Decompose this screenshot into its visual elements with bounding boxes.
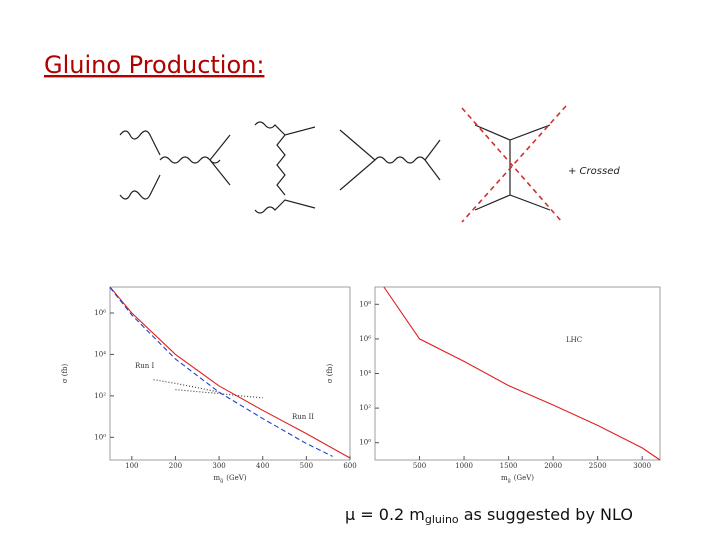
- cross-line: [461, 107, 563, 223]
- diagram-3: [339, 129, 441, 191]
- slide-title: Gluino Production:: [44, 51, 264, 79]
- series-line: [153, 379, 220, 393]
- diagram-2: [254, 121, 316, 214]
- crossed-out: [461, 105, 567, 223]
- y-tick-label: 10⁶: [359, 335, 371, 343]
- x-tick-label: 2000: [544, 462, 562, 470]
- y-tick-label: 10²: [94, 392, 106, 400]
- x-tick-label: 600: [343, 462, 356, 470]
- x-axis-label: mg̃ (GeV): [213, 474, 246, 484]
- series-line: [383, 286, 661, 461]
- y-axis-label: σ (fb): [326, 363, 334, 383]
- x-tick-label: 1000: [455, 462, 473, 470]
- annotation: LHC: [566, 336, 582, 344]
- x-tick-label: 100: [125, 462, 138, 470]
- x-label-unit: (GeV): [226, 474, 247, 482]
- x-tick-label: 3000: [633, 462, 651, 470]
- y-tick-label: 10⁸: [359, 300, 371, 308]
- x-label-main: m: [213, 474, 220, 482]
- caption-sub: gluino: [425, 513, 459, 526]
- x-label-sub: g̃: [220, 478, 224, 484]
- series-line: [109, 287, 333, 457]
- x-tick-label: 2500: [589, 462, 607, 470]
- plot-frame: [109, 286, 351, 461]
- annotation: Run II: [292, 413, 314, 421]
- y-tick-label: 10⁰: [359, 439, 371, 447]
- y-axis-label: σ (fb): [61, 363, 69, 383]
- x-label-main: m: [501, 474, 508, 482]
- x-label-sub: g̃: [507, 478, 511, 484]
- y-tick-label: 10⁶: [94, 309, 106, 317]
- x-tick-label: 200: [169, 462, 182, 470]
- y-tick-label: 10⁴: [94, 350, 106, 358]
- series-line: [175, 389, 263, 399]
- plot-frame: [374, 286, 661, 461]
- x-tick-label: 300: [212, 462, 225, 470]
- annotation: Run I: [135, 362, 155, 370]
- series-line: [109, 286, 351, 459]
- x-tick-label: 500: [413, 462, 426, 470]
- x-label-unit: (GeV): [514, 474, 535, 482]
- crossed-label: + Crossed: [568, 166, 620, 177]
- y-tick-label: 10⁴: [359, 370, 371, 378]
- y-tick-label: 10⁰: [94, 433, 106, 441]
- y-tick-label: 10²: [359, 404, 371, 412]
- x-tick-label: 1500: [500, 462, 518, 470]
- x-tick-label: 500: [300, 462, 313, 470]
- cross-line: [461, 105, 567, 223]
- diagram-4: [474, 124, 551, 211]
- x-axis-label: mg̃ (GeV): [501, 474, 534, 484]
- caption-rest: as suggested by NLO: [459, 505, 633, 524]
- diagram-1: [119, 130, 221, 200]
- diagram-1-legs: [209, 134, 231, 186]
- caption: μ = 0.2 mgluino as suggested by NLO: [345, 505, 633, 527]
- x-tick-label: 400: [256, 462, 269, 470]
- caption-mu: μ = 0.2 m: [345, 505, 425, 524]
